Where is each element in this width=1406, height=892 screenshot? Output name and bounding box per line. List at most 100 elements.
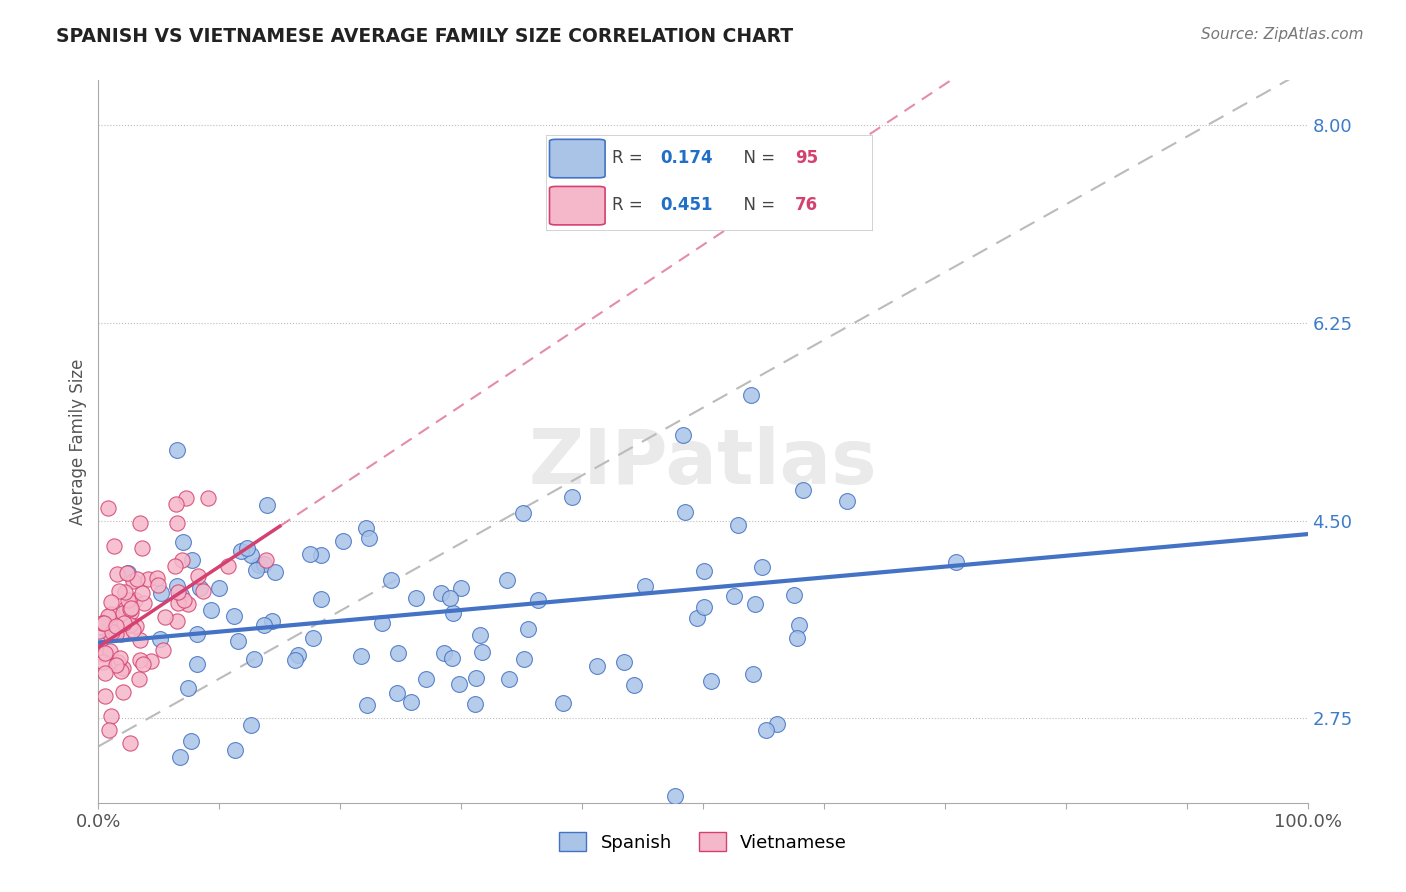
Point (115, 600, 138, 615)
Point (686, 611, 709, 625)
Point (553, 696, 575, 710)
Point (186, 626, 208, 640)
Point (129, 653, 152, 667)
Point (170, 552, 193, 566)
Point (94, 646, 117, 660)
Point (405, 591, 427, 605)
Point (224, 743, 246, 757)
Text: R =: R = (612, 195, 648, 214)
Point (93, 616, 115, 631)
Point (114, 585, 136, 599)
Point (309, 548, 332, 562)
Point (118, 601, 141, 615)
Point (112, 661, 135, 675)
Point (633, 578, 655, 592)
Point (498, 672, 520, 686)
Point (226, 634, 249, 648)
Point (284, 653, 307, 667)
Point (240, 718, 263, 732)
Point (744, 597, 766, 611)
Point (727, 517, 749, 532)
Point (139, 654, 162, 668)
Point (254, 553, 277, 567)
Point (120, 601, 142, 615)
Point (131, 657, 153, 672)
Text: N =: N = (733, 195, 780, 214)
Point (755, 723, 778, 737)
Text: SPANISH VS VIETNAMESE AVERAGE FAMILY SIZE CORRELATION CHART: SPANISH VS VIETNAMESE AVERAGE FAMILY SIZ… (56, 27, 793, 45)
Point (299, 547, 322, 561)
Point (149, 632, 172, 646)
Point (613, 656, 636, 670)
Point (117, 592, 139, 607)
Point (166, 516, 188, 531)
Point (380, 574, 402, 588)
Point (100, 709, 122, 723)
Point (125, 572, 148, 586)
Point (464, 671, 486, 685)
Point (132, 596, 155, 610)
Point (107, 656, 129, 670)
Point (117, 566, 139, 580)
Point (121, 623, 143, 637)
Point (111, 685, 134, 699)
Text: ZIPatlas: ZIPatlas (529, 426, 877, 500)
Point (197, 491, 219, 505)
Point (145, 572, 167, 586)
Point (103, 539, 125, 553)
Point (104, 626, 127, 640)
Point (495, 573, 517, 587)
Point (165, 497, 187, 511)
Point (433, 646, 456, 660)
Point (89, 635, 111, 649)
Point (118, 618, 141, 632)
Point (256, 498, 278, 512)
Point (100, 607, 122, 621)
Point (253, 557, 276, 571)
Point (100, 644, 122, 658)
Point (242, 652, 264, 666)
Point (253, 618, 276, 632)
FancyBboxPatch shape (550, 139, 605, 178)
Point (177, 681, 200, 696)
Point (94, 689, 117, 703)
Point (700, 674, 723, 689)
Point (751, 559, 773, 574)
Point (110, 627, 132, 641)
FancyBboxPatch shape (546, 135, 873, 231)
Point (740, 388, 762, 402)
Point (98, 626, 121, 640)
Text: R =: R = (612, 149, 648, 167)
Point (180, 734, 202, 748)
Point (513, 652, 536, 666)
Point (512, 506, 534, 520)
Point (166, 614, 188, 628)
Point (766, 717, 789, 731)
Point (128, 633, 150, 648)
Point (517, 623, 540, 637)
Point (170, 588, 193, 602)
Text: 0.451: 0.451 (661, 195, 713, 214)
Legend: Spanish, Vietnamese: Spanish, Vietnamese (551, 825, 855, 859)
Point (128, 516, 150, 531)
Point (693, 565, 716, 579)
Point (186, 657, 208, 671)
Point (100, 594, 122, 608)
Point (371, 615, 394, 630)
Point (131, 586, 153, 600)
Point (792, 483, 814, 497)
Point (105, 658, 128, 673)
Point (167, 585, 190, 599)
Point (623, 678, 645, 692)
Point (120, 605, 142, 619)
Point (245, 563, 267, 577)
Point (128, 673, 150, 687)
Point (97, 500, 120, 515)
Point (166, 442, 188, 457)
Point (441, 651, 464, 665)
Point (945, 556, 967, 570)
Point (97, 723, 120, 738)
Point (430, 585, 453, 599)
Point (91, 647, 114, 661)
Point (124, 593, 146, 607)
